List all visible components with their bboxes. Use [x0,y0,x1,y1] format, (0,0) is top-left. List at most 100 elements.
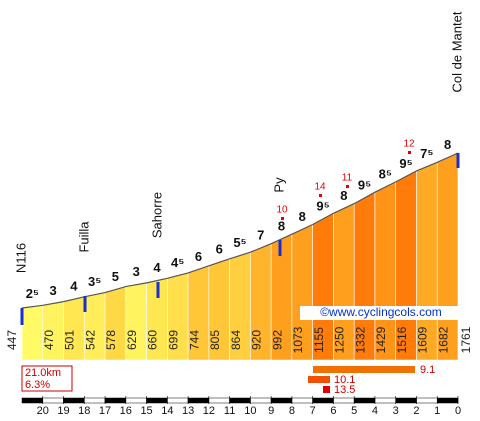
x-tick-label: 20 [37,405,49,417]
place-label: N116 [13,243,28,273]
axis-band [333,397,355,404]
axis-band [250,397,272,404]
x-tick-label: 11 [224,405,235,417]
elevation-label: 578 [104,330,118,350]
axis-band [187,397,210,404]
gradient-label: 6 [216,242,223,257]
place-label: Py [271,177,286,193]
gradient-label: 8 [278,218,285,233]
x-tick-label: 2 [413,405,419,417]
place-label: Col de Mantet [449,11,464,92]
gradient-label: 5 [112,269,119,284]
elevation-label: 1429 [374,326,388,353]
gradient-label: 7 [257,227,264,242]
x-tick-label: 19 [57,405,69,417]
x-tick-label: 5 [351,405,357,417]
axis-band [270,397,293,404]
x-tick-label: 6 [330,405,336,417]
gradient-label: 8 [299,209,306,224]
x-tick-label: 13 [182,405,194,417]
elevation-label: 805 [208,330,222,350]
x-tick-label: 3 [393,405,399,417]
axis-band [42,397,64,404]
max-marker [346,185,349,188]
profile-line [21,152,459,309]
summary-box [21,365,73,392]
axis-band [395,397,417,404]
elevation-label: 470 [42,330,56,350]
elevation-label: 447 [5,330,19,350]
elevation-label: 920 [250,330,264,350]
axis-band [21,397,44,404]
axis-band [229,397,251,404]
gradient-label: 6 [195,249,202,264]
gradient-label: 3 [133,264,140,279]
x-tick-label: 9 [268,405,274,417]
gradient-label: 9⁵ [358,177,371,192]
steep-label: 9.1 [420,364,435,376]
elevation-label: 629 [125,330,139,350]
axis-band [84,397,106,404]
x-tick-label: 7 [310,405,316,417]
steep-bar [308,376,330,383]
x-tick-label: 1 [434,405,440,417]
elevation-label: 1761 [459,326,473,353]
gradient-label: 9⁵ [316,198,329,213]
gradient-label: 8⁵ [379,166,392,181]
gradient-label: 8 [340,188,347,203]
segment [21,304,44,361]
steep-label: 13.5 [334,384,355,396]
axis-band [104,397,127,404]
summary-distance: 21.0km [25,367,61,379]
gradient-label: 4 [153,260,161,275]
elevation-label: 660 [146,330,160,350]
axis-band [436,397,459,404]
x-tick-label: 8 [289,405,295,417]
elevation-label: 1155 [312,327,326,353]
summary-average: 6.3% [25,379,50,391]
elevation-label: 1250 [333,326,347,353]
x-tick-label: 0 [455,405,461,417]
elevation-label: 864 [229,330,243,350]
axis-band [125,397,147,404]
elevation-label: 1609 [416,326,430,353]
elevation-label: 1516 [395,326,409,353]
elevation-label: 699 [167,330,181,350]
gradient-label: 9⁵ [399,156,412,171]
max-gradient: 14 [314,182,326,193]
axis-band [353,397,376,404]
axis-band [208,397,230,404]
x-tick-label: 18 [78,405,90,417]
elevation-label: 992 [270,330,284,350]
axis-band [63,397,85,404]
elevation-label: 744 [187,330,201,350]
gradient-label: 8 [444,137,451,152]
elevation-label: 1332 [353,326,367,353]
axis-band [291,397,313,404]
gradient-label: 4⁵ [171,255,184,270]
steep-bar [323,386,330,393]
gradient-label: 5⁵ [233,235,246,250]
axis-band [167,397,189,404]
gradient-label: 3 [50,283,57,298]
max-gradient: 11 [342,173,353,184]
max-marker [319,194,322,197]
elevation-label: 542 [83,330,97,350]
x-tick-label: 10 [244,405,256,417]
place-label: Fuilla [76,221,91,253]
steep-bar [313,366,415,373]
gradient-label: 4 [70,279,78,294]
max-gradient: 10 [276,205,288,216]
x-tick-label: 15 [140,405,152,417]
x-tick-label: 17 [99,405,111,417]
axis-band [416,397,438,404]
x-tick-label: 12 [203,405,215,417]
gradient-label: 7⁵ [420,146,433,161]
axis-band [374,397,396,404]
gradient-label: 3⁵ [88,274,101,289]
max-gradient: 12 [403,139,415,150]
max-marker [281,217,284,220]
max-marker [408,151,411,154]
gradient-label: 2⁵ [26,286,39,301]
